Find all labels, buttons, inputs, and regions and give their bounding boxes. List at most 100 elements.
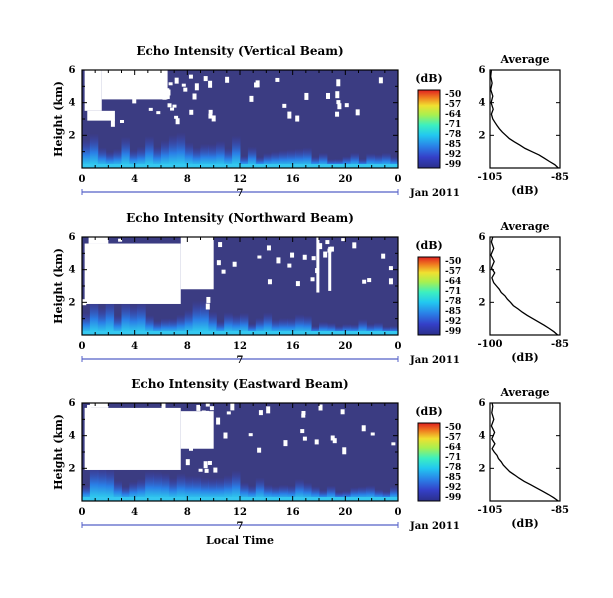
x-tick-label: 4	[131, 341, 138, 352]
echo-column	[208, 143, 217, 168]
no-data-pixel	[190, 277, 195, 281]
colorbar-tick-label: -92	[445, 317, 461, 327]
no-data-pixel	[301, 413, 306, 418]
day-label: 7	[237, 188, 244, 199]
echo-column	[271, 151, 280, 168]
no-data-pixel	[216, 260, 221, 266]
no-data-pixel	[342, 447, 347, 455]
no-data-pixel	[163, 285, 168, 293]
echo-column	[374, 489, 383, 501]
profile-y-tick-label: 4	[479, 431, 486, 442]
no-data-pixel	[325, 240, 330, 245]
no-data-pixel	[208, 80, 213, 88]
profile-y-tick-label: 4	[479, 98, 486, 109]
echo-column	[350, 152, 359, 168]
date-label: Jan 2011	[409, 521, 460, 532]
echo-column	[121, 486, 130, 501]
no-data-pixel	[129, 70, 134, 76]
profile-y-tick-label: 6	[479, 65, 486, 76]
no-data-block	[84, 407, 181, 470]
no-data-pixel	[323, 251, 328, 258]
no-data-pixel	[318, 404, 323, 411]
echo-column	[82, 485, 91, 501]
echo-column	[390, 156, 399, 168]
no-data-pixel	[388, 278, 393, 285]
echo-column	[153, 146, 162, 168]
colorbar-tick-label: -50	[445, 257, 461, 267]
no-data-pixel	[204, 468, 209, 473]
no-data-pixel	[84, 430, 89, 437]
colorbar-tick-label: -92	[445, 150, 461, 160]
no-data-regions	[84, 70, 383, 127]
echo-column	[342, 323, 352, 335]
no-data-pixel	[266, 245, 271, 251]
no-data-pixel	[248, 433, 253, 437]
echo-column	[287, 149, 296, 168]
echo-column	[374, 154, 383, 168]
panel-2: Echo Intensity (Eastward Beam) 2 4 6 Height …	[52, 377, 569, 547]
echo-column	[319, 152, 328, 168]
echo-column	[176, 314, 186, 335]
colorbar-tick-label: -99	[445, 327, 461, 337]
date-label: Jan 2011	[409, 188, 460, 199]
no-data-pixel	[190, 254, 195, 261]
profile-x-label: (dB)	[511, 351, 538, 364]
no-data-pixel	[216, 417, 221, 425]
echo-column	[247, 485, 257, 501]
no-data-pixel	[311, 256, 316, 261]
echo-column	[89, 464, 99, 501]
profile-y-tick-label: 2	[479, 297, 486, 308]
colorbar-tick-label: -78	[445, 463, 461, 473]
echo-column	[153, 320, 162, 335]
no-data-pixel	[275, 77, 280, 82]
no-data-pixel	[330, 435, 335, 441]
profile-y-tick-label: 6	[479, 398, 486, 409]
echo-column	[137, 301, 146, 335]
echo-column	[129, 304, 138, 335]
colorbar-tick-label: -85	[445, 140, 461, 150]
no-data-regions	[82, 237, 393, 310]
profile-x-tick-label: -85	[551, 172, 569, 183]
no-data-pixel	[128, 262, 133, 268]
no-data-pixel	[170, 408, 175, 416]
echo-column	[382, 152, 391, 168]
echo-column	[113, 480, 122, 501]
no-data-pixel	[249, 95, 254, 102]
no-data-pixel	[194, 83, 199, 91]
no-data-pixel	[332, 438, 337, 444]
x-tick-label: 4	[131, 174, 138, 185]
echo-column	[184, 309, 194, 335]
echo-column	[247, 146, 257, 168]
no-data-pixel	[204, 440, 209, 447]
no-data-pixel	[170, 107, 175, 111]
echo-column	[326, 485, 336, 501]
colorbar-unit: (dB)	[415, 405, 442, 418]
echo-column	[287, 317, 296, 335]
profile-x-tick-label: -105	[477, 505, 502, 516]
heatmap-title: Echo Intensity (Vertical Beam)	[136, 44, 343, 58]
no-data-pixel	[336, 100, 341, 105]
echo-column	[247, 323, 257, 335]
no-data-pixel	[295, 281, 300, 287]
no-data-pixel	[225, 76, 230, 83]
echo-column	[295, 314, 304, 335]
echo-column	[82, 139, 91, 168]
no-data-pixel	[258, 410, 263, 416]
echo-column	[208, 478, 217, 501]
echo-column	[303, 147, 312, 168]
y-tick-label: 2	[69, 463, 76, 474]
echo-column	[255, 317, 265, 335]
no-data-pixel	[287, 263, 292, 268]
no-data-pixel	[161, 403, 166, 411]
echo-column	[192, 300, 201, 335]
no-data-pixel	[388, 266, 393, 271]
echo-column	[366, 153, 375, 168]
no-data-pixel	[99, 262, 104, 269]
date-label: Jan 2011	[409, 355, 460, 366]
no-data-pixel	[96, 250, 101, 256]
echo-column	[390, 486, 399, 501]
heatmap-title: Echo Intensity (Northward Beam)	[126, 211, 354, 225]
x-tick-label: 0	[395, 507, 402, 518]
no-data-pixel	[318, 243, 323, 250]
x-tick-label: 20	[338, 341, 352, 352]
